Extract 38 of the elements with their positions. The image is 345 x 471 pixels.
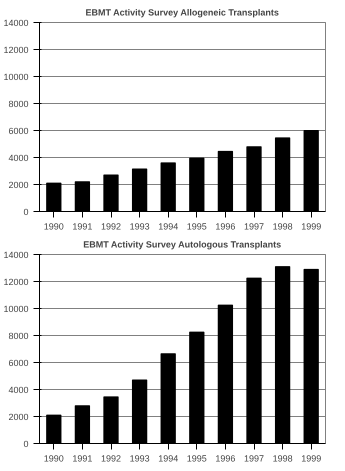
y-tick-label: 2000 [8, 180, 29, 190]
chart-title: EBMT Activity Survey Autologous Transplants [83, 240, 282, 250]
x-tick-label: 1995 [186, 222, 207, 232]
y-tick-label: 8000 [8, 331, 29, 341]
x-tick-label: 1993 [130, 454, 150, 464]
x-tick-label: 1998 [272, 222, 293, 232]
x-tick-label: 1992 [100, 222, 122, 232]
y-tick-label: 14000 [3, 18, 29, 28]
x-tick-label: 1994 [158, 454, 178, 464]
y-tick-label: 12000 [3, 45, 29, 55]
y-tick-label: 0 [23, 207, 29, 217]
y-tick-label: 2000 [8, 412, 29, 422]
y-tick-label: 0 [23, 439, 29, 449]
y-tick-label: 6000 [8, 358, 29, 368]
y-tick-label: 6000 [8, 126, 29, 136]
x-tick-label: 1996 [215, 454, 236, 464]
y-tick-label: 8000 [8, 99, 29, 109]
y-tick-label: 14000 [3, 250, 29, 260]
x-tick-label: 1998 [272, 454, 293, 464]
y-tick-label: 12000 [3, 277, 29, 287]
y-tick-label: 10000 [3, 72, 29, 82]
x-tick-label: 1990 [44, 222, 64, 232]
x-tick-label: 1997 [244, 454, 264, 464]
x-tick-label: 1990 [44, 454, 64, 464]
x-tick-label: 1993 [130, 222, 150, 232]
x-tick-label: 1999 [301, 222, 322, 232]
x-tick-label: 1999 [301, 454, 322, 464]
x-tick-label: 1994 [158, 222, 178, 232]
x-tick-label: 1991 [72, 222, 92, 232]
chart-title: EBMT Activity Survey Allogeneic Transplants [85, 8, 279, 18]
y-tick-label: 4000 [8, 385, 29, 395]
x-tick-label: 1991 [72, 454, 92, 464]
x-tick-label: 1995 [186, 454, 207, 464]
x-tick-label: 1992 [100, 454, 122, 464]
x-tick-label: 1997 [244, 222, 264, 232]
y-tick-label: 10000 [3, 304, 29, 314]
y-tick-label: 4000 [8, 153, 29, 163]
x-tick-label: 1996 [215, 222, 236, 232]
